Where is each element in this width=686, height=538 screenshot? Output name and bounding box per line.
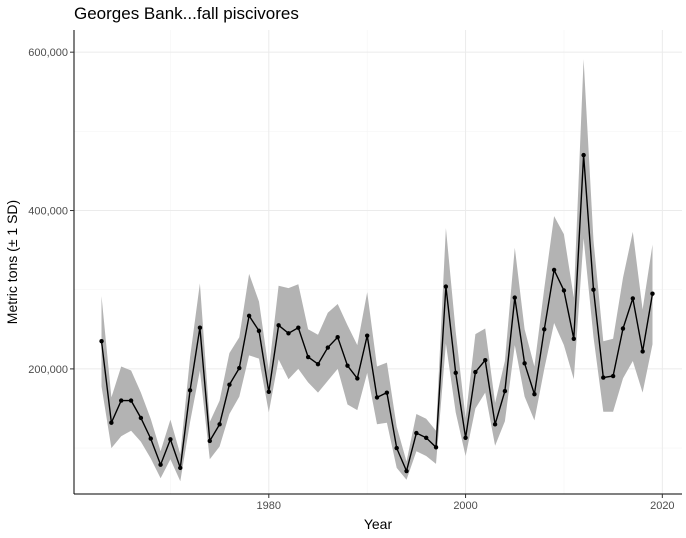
data-point bbox=[591, 287, 596, 292]
x-axis-ticks: 1980 2000 2020 bbox=[257, 494, 675, 512]
data-point bbox=[138, 415, 144, 421]
data-point bbox=[296, 325, 301, 330]
data-point bbox=[620, 326, 626, 331]
x-tick-label: 2020 bbox=[650, 500, 674, 512]
data-point bbox=[168, 437, 173, 442]
x-tick-label: 1980 bbox=[257, 500, 281, 512]
x-axis-title: Year bbox=[364, 516, 393, 532]
sd-ribbon bbox=[101, 59, 653, 482]
data-point bbox=[492, 422, 498, 427]
data-point bbox=[630, 296, 636, 301]
data-point bbox=[512, 295, 517, 300]
data-point bbox=[640, 349, 645, 354]
grid bbox=[74, 30, 682, 494]
data-point bbox=[237, 365, 242, 371]
data-point bbox=[315, 361, 321, 367]
data-point bbox=[158, 462, 163, 467]
y-axis-ticks: 200,000 400,000 600,000 bbox=[28, 47, 74, 376]
data-point bbox=[443, 284, 449, 289]
data-point bbox=[473, 369, 478, 375]
y-tick-label: 400,000 bbox=[28, 206, 68, 218]
data-point bbox=[335, 335, 340, 340]
data-point bbox=[542, 327, 547, 332]
data-point bbox=[148, 436, 153, 441]
data-point bbox=[227, 382, 232, 387]
y-tick-label: 600,000 bbox=[28, 47, 68, 59]
data-point bbox=[197, 325, 203, 330]
y-tick-label: 200,000 bbox=[28, 364, 68, 376]
data-point bbox=[109, 420, 114, 425]
data-point bbox=[433, 445, 439, 450]
data-point bbox=[355, 376, 360, 381]
chart-title: Georges Bank...fall piscivores bbox=[74, 4, 299, 23]
data-point bbox=[187, 388, 193, 393]
data-point bbox=[207, 438, 212, 444]
data-point bbox=[522, 361, 527, 366]
data-point bbox=[581, 152, 586, 158]
x-tick-label: 2000 bbox=[453, 500, 477, 512]
data-point bbox=[345, 363, 350, 368]
data-point bbox=[325, 345, 331, 350]
data-point bbox=[256, 328, 262, 334]
data-point bbox=[384, 390, 390, 395]
data-point bbox=[364, 333, 370, 338]
data-point bbox=[551, 267, 557, 273]
data-point bbox=[217, 422, 222, 427]
data-point bbox=[128, 398, 134, 403]
data-point bbox=[424, 435, 429, 440]
data-point bbox=[286, 331, 291, 336]
data-point bbox=[374, 395, 380, 400]
data-point bbox=[246, 313, 252, 319]
data-point bbox=[305, 354, 311, 360]
data-points bbox=[99, 152, 655, 474]
data-point bbox=[463, 435, 468, 440]
data-point bbox=[414, 430, 419, 436]
data-point bbox=[178, 465, 183, 471]
data-point bbox=[276, 323, 281, 328]
data-point bbox=[502, 388, 508, 394]
y-axis-title: Metric tons (± 1 SD) bbox=[4, 200, 20, 324]
data-point bbox=[99, 338, 104, 344]
data-point bbox=[571, 336, 576, 342]
data-point bbox=[561, 288, 567, 293]
data-point bbox=[119, 398, 124, 403]
data-point bbox=[483, 357, 488, 363]
data-point bbox=[610, 373, 616, 379]
data-point bbox=[532, 392, 537, 397]
data-point bbox=[601, 375, 606, 380]
data-point bbox=[650, 291, 655, 296]
data-point bbox=[453, 370, 458, 376]
data-point bbox=[394, 445, 399, 451]
data-point bbox=[266, 389, 271, 395]
data-point bbox=[404, 468, 409, 474]
